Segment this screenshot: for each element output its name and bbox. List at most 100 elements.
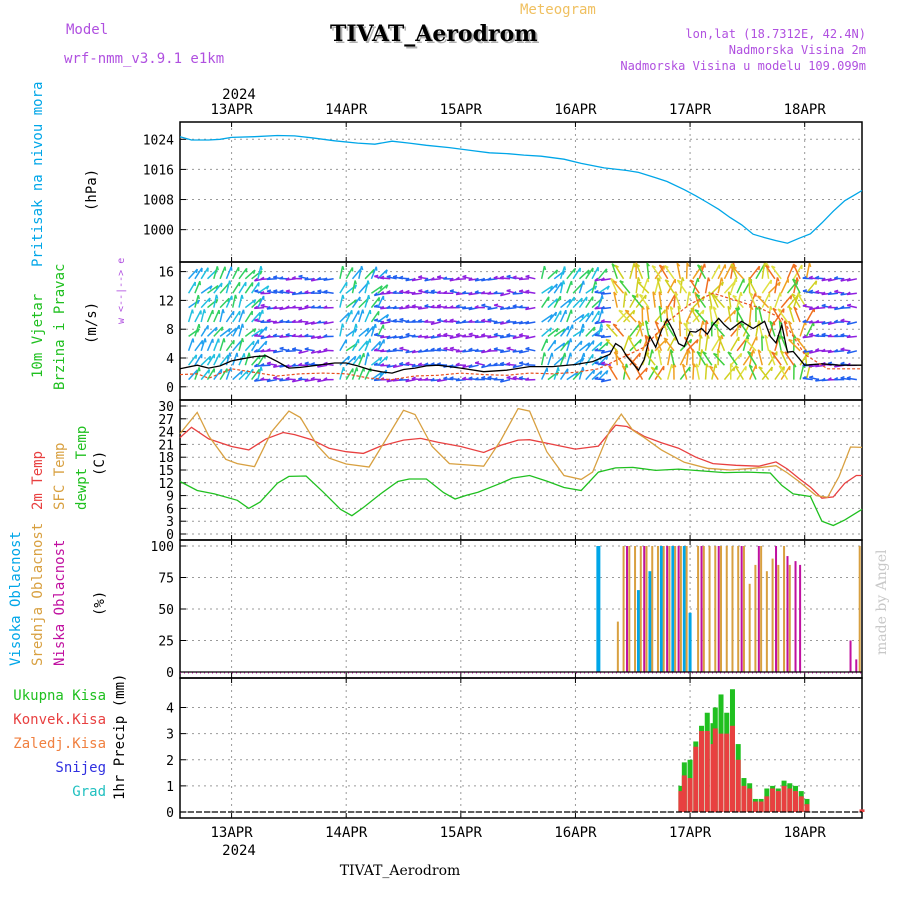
wind-arrow [591,280,597,294]
wind-arrow-head [600,277,605,281]
wind-arrow [187,309,194,323]
wind-arrow [487,306,498,311]
wind-arrow-head [198,367,201,372]
wind-arrow-head [298,274,303,278]
wind-arrow [399,363,410,366]
wind-arrow-head [637,320,642,325]
wind-arrow-head [702,320,705,325]
wind-arrow [644,352,656,366]
wind-arrow [487,335,498,339]
wind-arrow [619,280,631,294]
wind-arrow-head [266,276,271,281]
precip-legend-2: Zaledj.Kisa [13,736,106,752]
wind-arrow [629,323,641,337]
wind-arrow [405,378,416,383]
wind-arrow-head [555,283,558,289]
wind-arrow-head [821,277,826,282]
wind-arrow [629,352,641,366]
wind-arrow-head [506,319,511,323]
wind-arrow [364,268,375,280]
wind-arrow-head [564,352,567,357]
series-conv_precip-bar [687,778,693,812]
wind-arrow [559,325,570,337]
wind-arrow-head [474,361,480,364]
cloud-ylabel-2: Niska Oblacnost [52,540,68,666]
wind-arrow-head [793,363,797,368]
wind-arrow-head [737,305,741,310]
wind-arrow [758,366,770,381]
wind-arrow-head [455,320,460,324]
wind-arrow-head [411,363,416,368]
wind-arrow-head [721,281,724,286]
wind-arrow-head [228,280,232,285]
series-mid_cloud-bar [639,546,642,672]
wind-arrow [553,328,566,338]
wind-arrow [339,323,344,337]
wind-arrow [778,365,789,380]
wind-arrow-head [266,285,270,290]
wind-arrow-head [266,348,271,352]
wind-arrow-head [506,346,511,350]
wind-arrow-head [405,361,410,365]
wind-arrow-head [802,289,808,292]
wind-arrow-head [833,377,839,381]
wind-arrow-head [750,305,754,311]
wind-arrow [742,335,749,351]
wind-arrow-head [554,311,558,317]
wind-arrow-head [583,352,586,358]
wind-arrow-head [405,304,410,308]
wind-arrow [418,306,429,310]
wind-arrow-head [417,377,422,381]
wind-arrow [591,310,600,323]
wind-arrow [244,327,257,337]
wind-arrow-head [443,346,448,350]
wind-arrow [370,323,377,337]
wind-arrow [786,263,795,280]
wind-arrow-head [608,365,613,369]
wind-arrow-head [209,285,213,290]
time-tick-label-bottom: 15APR [440,825,483,841]
time-tick-label-top: 14APR [325,102,368,118]
wind-arrow [692,265,703,280]
series-pressure-line [179,134,863,244]
wind-arrow-head [424,362,429,366]
wind-arrow [805,280,818,294]
wind-arrow-head [791,293,796,297]
wind-arrow-head [285,348,290,353]
series-conv_precip-bar [712,728,718,812]
wind-arrow [474,335,485,339]
wind-arrow-head [379,291,385,295]
wind-arrow-head [480,333,486,337]
wind-arrow-head [518,276,523,281]
wind-arrow [364,325,374,337]
wind-arrow-head [671,363,674,369]
wind-arrow [629,293,639,308]
wind-arrow [244,269,256,280]
wind-arrow-head [298,333,303,338]
wind-arrow-head [208,297,211,303]
wind-arrow [764,335,770,351]
wind-arrow-head [512,364,517,369]
wind-arrow-head [258,369,261,374]
wind-arrow-head [285,289,290,292]
wind-arrow-head [304,321,309,325]
y-tick-label: 100 [151,540,174,555]
wind-arrow [273,290,284,294]
wind-arrow [358,282,368,294]
wind-arrow-head [424,304,429,307]
wind-arrow-head [411,304,416,307]
wind-arrow [500,350,511,354]
wind-arrow-head [380,320,385,325]
series-sfc_temp-line [179,407,863,499]
wind-arrow [747,278,757,294]
series-mid_cloud-bar [748,583,751,672]
wind-arrow-head [304,378,309,382]
wind-arrow [698,334,702,351]
wind-arrow-head [669,305,674,310]
wind-arrow [610,278,618,294]
wind-arrow-head [229,367,233,372]
wind-arrow-head [512,375,517,379]
wind-arrow [846,377,857,381]
wind-arrow-head [279,346,284,350]
wind-arrow-head [356,367,359,372]
